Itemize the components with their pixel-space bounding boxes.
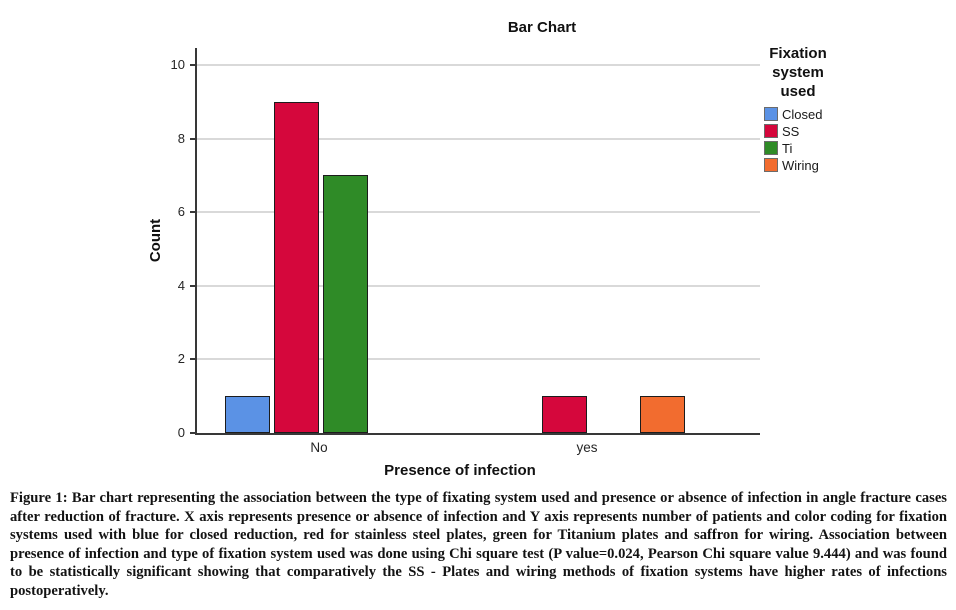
y-tick-mark-4 (190, 284, 196, 287)
legend-items: Closed SS Ti Wiring (760, 106, 950, 173)
x-axis-title: Presence of infection (384, 462, 536, 479)
y-tick-mark-2 (190, 358, 196, 361)
legend-item-closed: Closed (764, 106, 950, 122)
gridline-y-6 (197, 211, 760, 214)
y-tick-label-8: 8 (177, 130, 185, 146)
x-tick-label-yes: yes (576, 440, 598, 455)
x-tick-label-no: No (310, 440, 328, 455)
y-tick-label-10: 10 (170, 57, 185, 72)
bar-ss-no (274, 102, 319, 433)
y-tick-label-6: 6 (177, 204, 185, 220)
legend: Fixation system used Closed SS Ti Wiring (760, 44, 950, 174)
plot-area (190, 48, 760, 435)
y-tick-mark-6 (190, 211, 196, 214)
bar-ti-no (323, 175, 368, 433)
gridline-y-4 (197, 284, 760, 287)
y-tick-mark-10 (190, 64, 196, 66)
bar-wiring-yes (640, 396, 685, 433)
legend-item-wiring: Wiring (764, 157, 950, 173)
legend-label-ss: SS (782, 123, 800, 139)
legend-swatch-ss (764, 124, 778, 138)
legend-label-wiring: Wiring (782, 157, 819, 173)
gridline-y-2 (197, 358, 760, 361)
y-tick-label-2: 2 (177, 351, 185, 367)
legend-item-ti: Ti (764, 140, 950, 156)
y-tick-mark-0 (190, 432, 196, 434)
y-axis-title: Count (141, 48, 171, 433)
legend-swatch-ti (764, 141, 778, 155)
bar-ss-yes (542, 396, 587, 433)
bar-closed-no (225, 396, 270, 433)
y-axis-title-text: Count (147, 218, 165, 263)
gridline-y-10 (197, 64, 760, 66)
y-tick-label-4: 4 (177, 277, 185, 293)
chart-title: Bar Chart (507, 19, 577, 36)
legend-swatch-closed (764, 107, 778, 121)
y-tick-label-0: 0 (177, 425, 185, 440)
legend-item-ss: SS (764, 123, 950, 139)
gridline-y-8 (197, 137, 760, 140)
legend-label-closed: Closed (782, 106, 823, 122)
y-tick-mark-8 (190, 137, 196, 140)
figure-caption: Figure 1: Bar chart representing the ass… (10, 490, 947, 599)
legend-swatch-wiring (764, 158, 778, 172)
legend-label-ti: Ti (782, 140, 793, 156)
legend-title: Fixation system used (769, 45, 827, 100)
